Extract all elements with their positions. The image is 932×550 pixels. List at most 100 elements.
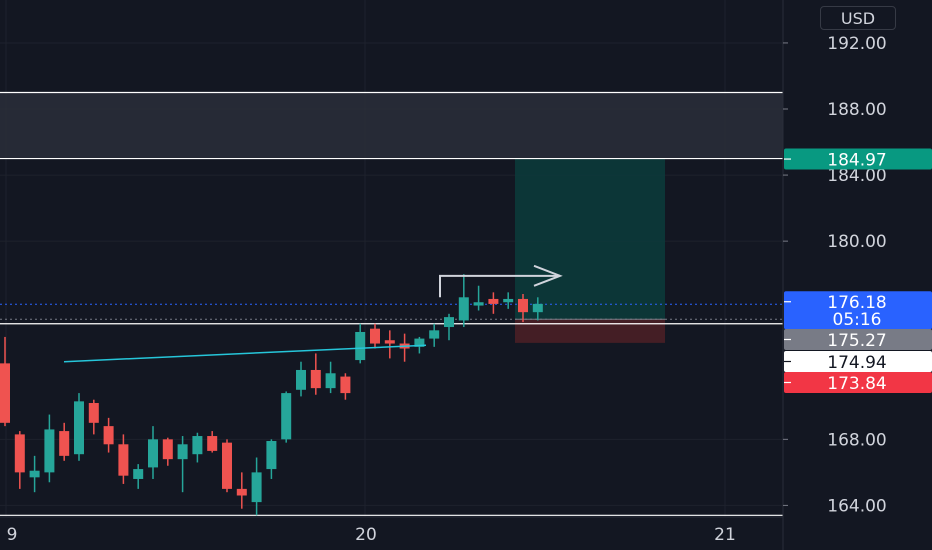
candle-body <box>236 488 247 496</box>
candle <box>473 285 484 311</box>
candle <box>0 336 10 427</box>
candle <box>458 274 469 328</box>
candle <box>296 361 306 397</box>
candle-body <box>518 298 528 313</box>
price-tag-label: 176.18 <box>827 293 886 313</box>
candle-body <box>0 363 10 423</box>
candle-body <box>325 373 336 389</box>
price-tag-label: 175.27 <box>827 331 886 351</box>
candle-body <box>310 369 321 389</box>
price-tick-label: 188.00 <box>827 100 886 120</box>
candle <box>281 391 292 443</box>
currency-selector[interactable]: USD <box>820 6 896 30</box>
time-tick-label: 21 <box>714 525 736 545</box>
candle <box>162 437 173 466</box>
price-tag-label: 174.94 <box>827 353 886 373</box>
candle <box>488 292 499 314</box>
candle-body <box>29 470 40 478</box>
candle-body <box>177 444 188 460</box>
countdown-label: 05:16 <box>833 310 882 330</box>
arrow-drawing[interactable] <box>439 274 560 298</box>
candle <box>355 323 366 364</box>
candle <box>518 293 528 323</box>
price-tick-label: 164.00 <box>827 496 886 516</box>
price-tag-background <box>784 372 932 393</box>
candle <box>266 439 277 479</box>
candle-body <box>355 331 366 361</box>
price-tag-background <box>784 329 932 350</box>
candle-body <box>458 297 469 321</box>
candle-body <box>88 403 99 423</box>
candle-body <box>266 440 277 470</box>
candle <box>236 472 247 509</box>
candle <box>148 426 158 479</box>
price-tag-background <box>784 148 932 170</box>
candle <box>74 393 84 461</box>
candle-body <box>296 369 306 390</box>
candle-body <box>370 328 380 344</box>
position-loss-zone[interactable] <box>515 319 665 343</box>
candle <box>340 373 351 400</box>
time-tick-label: 20 <box>355 525 377 545</box>
price-tag-label: 184.97 <box>827 151 886 171</box>
candle-body <box>222 442 232 489</box>
candle-body <box>503 298 514 303</box>
candle <box>44 414 55 483</box>
candle-body <box>14 434 25 473</box>
candle-body <box>192 436 203 455</box>
price-tag[interactable]: 184.97 <box>784 148 932 171</box>
time-tick-label: 9 <box>7 525 18 545</box>
candle-body <box>281 393 292 440</box>
candle-body <box>103 426 114 445</box>
price-tag-background <box>784 351 932 372</box>
candle-body <box>429 330 440 339</box>
candle <box>14 431 25 489</box>
position-profit-zone[interactable] <box>515 159 665 320</box>
candle <box>384 330 395 359</box>
price-tick-label: 168.00 <box>827 430 886 450</box>
arrow-head <box>533 264 563 287</box>
candle <box>325 361 336 394</box>
candle-body <box>148 439 158 468</box>
price-tag[interactable]: 173.84 <box>784 372 932 394</box>
candle <box>222 439 232 493</box>
candle-body <box>133 469 144 479</box>
candle <box>532 297 543 321</box>
candle <box>207 431 218 453</box>
candle <box>192 432 203 463</box>
candle <box>177 436 188 493</box>
price-tick-label: 192.00 <box>827 34 886 54</box>
candle <box>444 313 454 341</box>
candle <box>59 422 70 461</box>
candle-body <box>532 303 543 313</box>
price-tick-label: 184.00 <box>827 166 886 186</box>
candle <box>370 323 380 349</box>
price-tag-background <box>784 291 932 330</box>
candle-body <box>444 317 454 328</box>
candle <box>429 323 440 347</box>
candle-body <box>207 436 218 451</box>
candle-body <box>44 429 55 473</box>
candle-body <box>473 302 484 306</box>
price-tag[interactable]: 175.27 <box>784 329 932 351</box>
candle-body <box>414 338 425 347</box>
candle-body <box>251 472 262 503</box>
trendline[interactable] <box>63 344 427 363</box>
candle <box>310 353 321 395</box>
candle <box>503 292 514 309</box>
candle <box>103 417 114 453</box>
candle <box>118 434 129 484</box>
price-tick-label: 180.00 <box>827 232 886 252</box>
candle-body <box>59 431 70 456</box>
candle-body <box>488 298 499 304</box>
candle-body <box>162 439 173 460</box>
price-tag[interactable]: 174.94 <box>784 351 932 373</box>
price-axis-background <box>783 0 932 550</box>
candle-body <box>340 376 351 394</box>
candle <box>133 464 144 489</box>
candle-body <box>384 340 395 344</box>
price-tag-label: 173.84 <box>827 374 886 394</box>
